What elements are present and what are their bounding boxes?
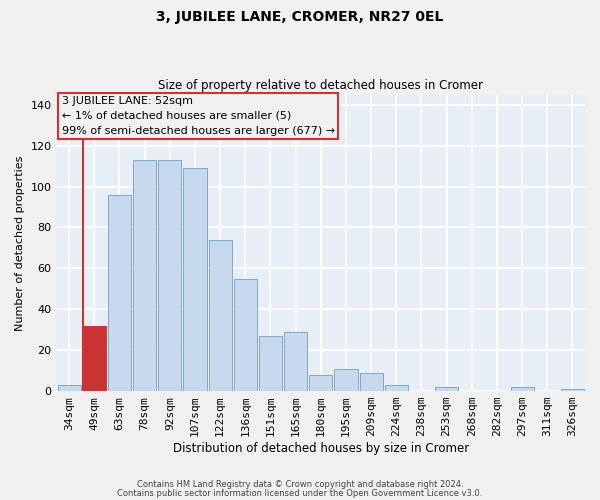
Title: Size of property relative to detached houses in Cromer: Size of property relative to detached ho… (158, 79, 483, 92)
Bar (259, 336, 282, 391)
Text: Contains public sector information licensed under the Open Government Licence v3: Contains public sector information licen… (118, 488, 482, 498)
Bar (158, 160, 181, 391)
Bar (209, 240, 232, 391)
Bar (108, 195, 131, 391)
Bar (435, 387, 458, 391)
Text: 3, JUBILEE LANE, CROMER, NR27 0EL: 3, JUBILEE LANE, CROMER, NR27 0EL (157, 10, 443, 24)
Bar (83, 326, 106, 391)
Bar (234, 278, 257, 391)
Text: 3 JUBILEE LANE: 52sqm
← 1% of detached houses are smaller (5)
99% of semi-detach: 3 JUBILEE LANE: 52sqm ← 1% of detached h… (62, 96, 335, 136)
X-axis label: Distribution of detached houses by size in Cromer: Distribution of detached houses by size … (173, 442, 469, 455)
Bar (359, 372, 383, 391)
Bar (284, 332, 307, 391)
Bar (385, 385, 408, 391)
Text: Contains HM Land Registry data © Crown copyright and database right 2024.: Contains HM Land Registry data © Crown c… (137, 480, 463, 489)
Y-axis label: Number of detached properties: Number of detached properties (15, 155, 25, 330)
Bar (309, 374, 332, 391)
Bar (561, 389, 584, 391)
Bar (511, 387, 533, 391)
Bar (334, 368, 358, 391)
Bar (184, 168, 206, 391)
Bar (133, 160, 156, 391)
Bar (58, 385, 80, 391)
